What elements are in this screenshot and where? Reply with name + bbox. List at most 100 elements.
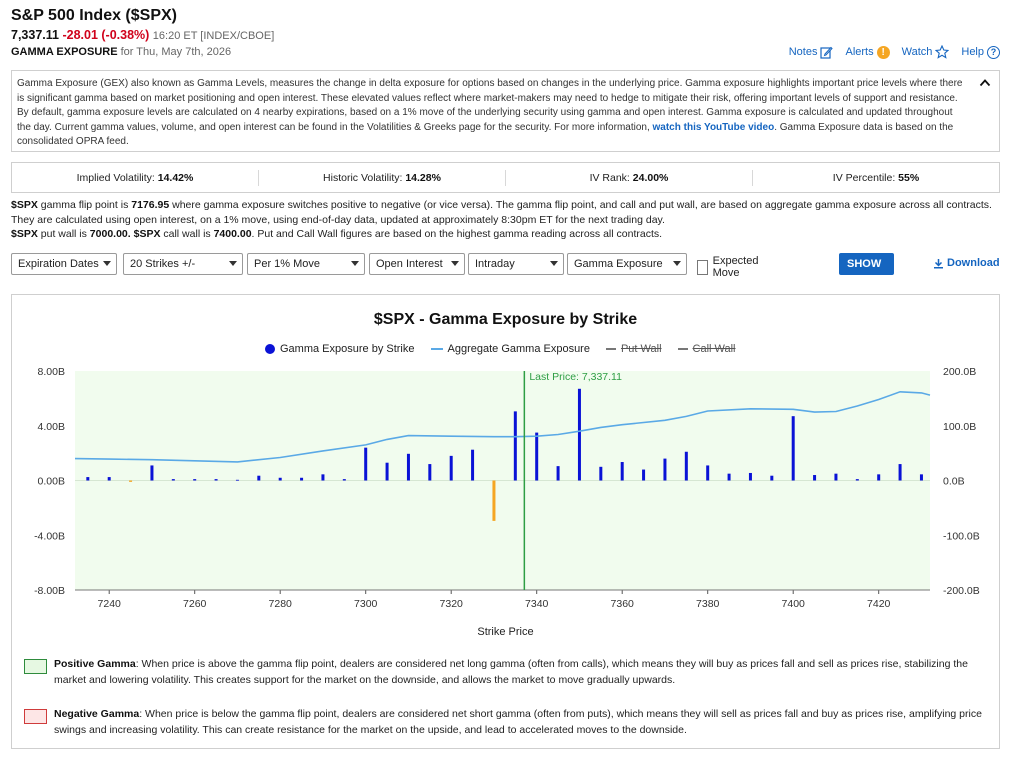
gamma-bar [278, 477, 282, 481]
expiration-dates-dropdown[interactable]: Expiration Dates [11, 253, 117, 275]
expected-move-checkbox[interactable] [697, 259, 708, 275]
positive-gamma-note: Positive Gamma: When price is above the … [22, 657, 982, 688]
caret-down-icon [229, 261, 237, 266]
flip-point-value: 7176.95 [131, 199, 170, 211]
implied-volatility: Implied Volatility: 14.42% [12, 169, 259, 186]
gamma-bar [599, 466, 603, 481]
star-icon [935, 45, 950, 59]
gamma-bar [791, 416, 795, 481]
open-interest-select[interactable]: Open Interest [369, 253, 465, 275]
strikes-select[interactable]: 20 Strikes +/- [123, 253, 243, 275]
youtube-link[interactable]: watch this YouTube video [652, 121, 775, 133]
x-tick-label: 7280 [269, 598, 293, 610]
gamma-bar [620, 462, 624, 481]
gamma-bar [428, 464, 432, 481]
help-button[interactable]: Help ? [961, 45, 1000, 59]
gamma-bar [364, 447, 368, 481]
description-text: Gamma Exposure (GEX) also known as Gamma… [17, 78, 963, 133]
alerts-button[interactable]: Alerts ! [845, 45, 890, 59]
gamma-chart: 8.00B 4.00B 0.00B -4.00B -8.00B 200.0B 100.0B 0… [34, 366, 980, 610]
chart-title: $SPX - Gamma Exposure by Strike [373, 311, 638, 328]
last-price: 7,337.11 [11, 28, 59, 42]
gamma-bar [107, 477, 111, 481]
gamma-bar [449, 455, 453, 481]
gamma-bar [492, 480, 496, 521]
description-panel: Gamma Exposure (GEX) also known as Gamma… [11, 70, 1000, 152]
x-tick-label: 7240 [98, 598, 122, 610]
download-button[interactable]: Download [933, 257, 1000, 269]
legend-put-wall[interactable]: Put Wall [605, 343, 662, 355]
caret-down-icon [451, 261, 459, 266]
gamma-bar [919, 474, 923, 481]
edit-icon [820, 46, 834, 59]
negative-swatch [24, 709, 47, 724]
negative-gamma-note: Negative Gamma: When price is below the … [22, 707, 982, 738]
gamma-bar [385, 462, 389, 481]
y-left-tick-label: 8.00B [38, 366, 65, 378]
gamma-bar [663, 458, 667, 481]
watch-label: Watch [901, 46, 933, 58]
expected-move-toggle[interactable]: Expected Move [697, 255, 763, 279]
metric-select[interactable]: Gamma Exposure [567, 253, 687, 275]
help-icon: ? [987, 45, 1000, 59]
legend-call-wall[interactable]: Call Wall [677, 343, 736, 355]
gamma-bar [342, 479, 346, 481]
price-line: 7,337.11 -28.01 (-0.38%) 16:20 ET [INDEX… [11, 28, 274, 42]
description-text-end: . Gamma Exposure data is based on the co… [17, 121, 954, 148]
x-tick-label: 7420 [867, 598, 891, 610]
y-left-tick-label: 0.00B [38, 476, 65, 488]
iv-rank: IV Rank: 24.00% [506, 169, 753, 186]
call-wall-value: 7400.00 [213, 228, 252, 240]
last-price-label: Last Price: 7,337.11 [529, 371, 622, 383]
x-tick-label: 7300 [354, 598, 378, 610]
legend-aggregate-gamma[interactable]: Aggregate Gamma Exposure [430, 343, 590, 355]
x-tick-label: 7360 [611, 598, 635, 610]
gamma-bar [898, 464, 902, 481]
gamma-bar [193, 479, 197, 481]
gamma-bar [642, 469, 646, 481]
watch-button[interactable]: Watch [902, 45, 950, 59]
aggregate-gamma-line [74, 390, 931, 463]
gamma-bar [727, 473, 731, 481]
x-axis-title: Strike Price [477, 626, 534, 638]
gamma-bar [813, 475, 817, 481]
x-tick-label: 7400 [782, 598, 806, 610]
caret-down-icon [351, 261, 359, 266]
gamma-bar [556, 466, 560, 481]
y-right-tick-label: 200.0B [943, 366, 976, 378]
x-tick-label: 7260 [183, 598, 207, 610]
gamma-bar [877, 474, 881, 481]
gamma-bar [150, 465, 154, 481]
caret-down-icon [673, 261, 681, 266]
gamma-bar [406, 453, 410, 481]
gamma-bar [834, 473, 838, 481]
gamma-bar [300, 477, 304, 481]
caret-down-icon [550, 261, 558, 266]
gamma-bar [706, 465, 710, 481]
alert-icon: ! [876, 45, 890, 59]
y-right-tick-label: 0.0B [943, 476, 965, 488]
x-tick-label: 7340 [525, 598, 549, 610]
period-select[interactable]: Intraday [468, 253, 564, 275]
section-label: GAMMA EXPOSURE [11, 46, 118, 58]
gamma-bar [214, 479, 218, 481]
move-select[interactable]: Per 1% Move [247, 253, 365, 275]
notes-button[interactable]: Notes [789, 46, 834, 59]
y-left-tick-label: -8.00B [34, 585, 65, 597]
y-right-tick-label: 100.0B [943, 421, 976, 433]
gamma-bar [321, 474, 325, 481]
notes-label: Notes [788, 46, 818, 58]
historic-volatility: Historic Volatility: 14.28% [259, 169, 506, 186]
legend-dot-icon [265, 344, 275, 354]
gamma-bar [855, 479, 859, 481]
caret-down-icon [103, 261, 111, 266]
flip-point-text: $SPX gamma flip point is 7176.95 where g… [11, 199, 992, 226]
alerts-label: Alerts [845, 46, 874, 58]
chevron-up-icon[interactable] [979, 78, 991, 88]
legend-gamma-by-strike[interactable]: Gamma Exposure by Strike [265, 343, 415, 355]
gamma-bar [171, 479, 175, 481]
show-chart-button[interactable]: SHOW CHART [839, 253, 894, 292]
gamma-summary: $SPX gamma flip point is 7176.95 where g… [11, 198, 996, 242]
put-wall-value: 7000.00 [89, 228, 128, 240]
section-date: for Thu, May 7th, 2026 [120, 46, 232, 58]
